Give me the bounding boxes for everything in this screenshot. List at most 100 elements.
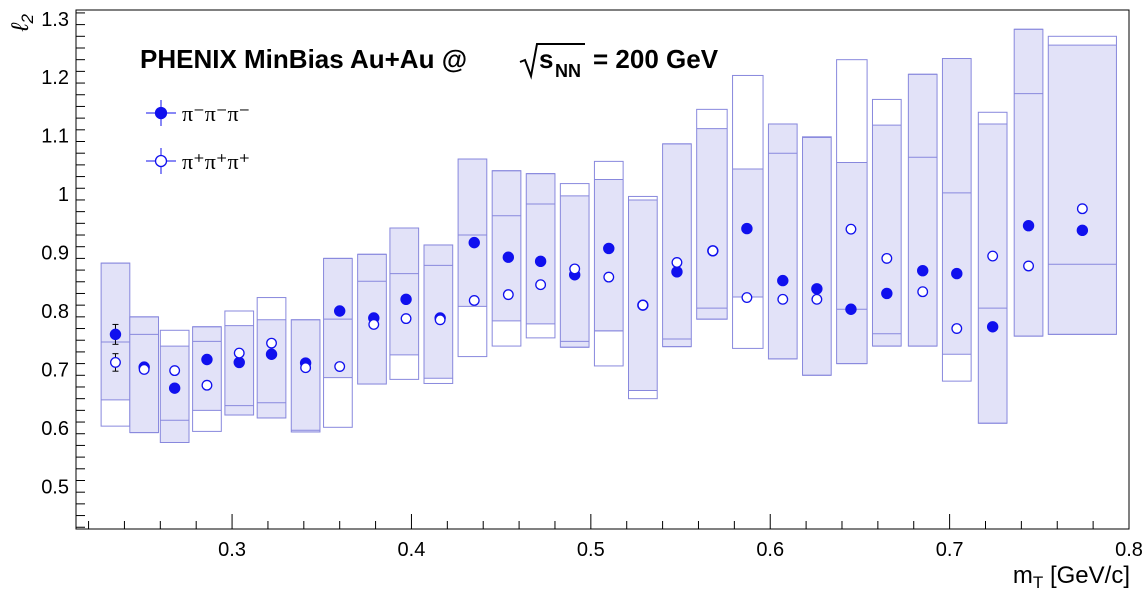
data-point-pi-plus xyxy=(637,299,649,311)
legend-marker-filled xyxy=(154,106,168,120)
data-point-pi-plus xyxy=(951,323,963,334)
y-tick-label: 0.7 xyxy=(41,359,69,381)
x-axis-title-sub: T xyxy=(1033,573,1043,591)
data-point-pi-plus xyxy=(400,313,412,325)
data-point-pi-minus xyxy=(951,267,963,280)
data-point-pi-plus xyxy=(707,245,719,257)
x-tick-label: 0.7 xyxy=(936,539,964,561)
sqrt-snn-symbol: s NN xyxy=(519,43,585,81)
sys-box-fill xyxy=(1048,45,1117,335)
y-axis-title: ℓ2 xyxy=(7,13,37,32)
sys-box-fill xyxy=(224,325,254,416)
sys-box-fill xyxy=(696,128,728,320)
data-point-pi-minus xyxy=(811,283,823,295)
x-axis-title-base: m xyxy=(1013,562,1033,589)
data-point-pi-plus xyxy=(169,365,181,377)
sys-box-fill xyxy=(802,137,832,376)
title-suffix: = 200 GeV xyxy=(593,44,719,74)
data-point-pi-plus xyxy=(569,263,581,275)
x-tick-label: 0.5 xyxy=(577,539,605,561)
x-tick-label: 0.6 xyxy=(756,539,784,561)
data-point-pi-plus xyxy=(1023,260,1034,272)
data-point-pi-minus xyxy=(168,382,181,394)
sys-box-fill xyxy=(662,143,692,347)
data-point-pi-plus xyxy=(233,347,245,359)
y-tick-label: 1.3 xyxy=(41,9,69,31)
data-point-pi-minus xyxy=(502,251,515,263)
y-tick-label: 1.2 xyxy=(41,67,69,89)
data-point-pi-minus xyxy=(1076,224,1089,237)
y-tick-label: 0.8 xyxy=(41,301,69,323)
data-point-pi-minus xyxy=(986,321,999,333)
x-tick-label: 0.4 xyxy=(398,539,426,561)
sys-box-outline xyxy=(593,160,624,367)
y-tick-label: 1.1 xyxy=(41,126,69,148)
data-point-pi-plus xyxy=(881,252,893,264)
sys-box-fill xyxy=(872,125,902,347)
chart-title: PHENIX MinBias Au+Au @ xyxy=(140,44,467,74)
sys-box-fill xyxy=(323,258,353,378)
data-point-pi-plus xyxy=(777,293,789,305)
data-points xyxy=(109,203,1089,394)
x-axis-title: mT [GeV/c] xyxy=(1013,562,1130,591)
x-tick-label: 0.3 xyxy=(218,539,246,561)
data-point-pi-minus xyxy=(233,356,245,369)
sys-box-fill xyxy=(594,179,624,331)
sys-box-fill xyxy=(526,173,555,324)
data-point-pi-plus xyxy=(603,271,615,283)
data-point-pi-plus xyxy=(535,279,547,291)
sys-box-fill xyxy=(942,58,972,355)
sqrt-sign xyxy=(519,43,585,80)
data-point-pi-plus xyxy=(502,289,514,301)
data-point-pi-plus xyxy=(266,337,277,349)
x-axis: 0.3 0.4 0.5 0.6 0.7 0.8 xyxy=(88,514,1143,561)
data-point-pi-plus xyxy=(138,363,150,375)
sys-box-fill xyxy=(291,319,320,432)
sys-box-outline xyxy=(628,195,658,400)
data-point-pi-plus xyxy=(368,318,380,330)
x-axis-title-rest: [GeV/c] xyxy=(1043,562,1130,589)
data-point-pi-plus xyxy=(201,379,213,391)
data-point-pi-plus xyxy=(300,362,312,374)
sys-box-fill xyxy=(458,159,487,307)
systematic-error-boxes xyxy=(100,28,1117,443)
data-point-pi-minus xyxy=(201,353,213,366)
y-axis-title-base: ℓ xyxy=(7,22,34,32)
sys-box-fill xyxy=(978,123,1008,424)
sys-box-fill xyxy=(1014,29,1043,337)
data-point-pi-plus xyxy=(671,257,683,268)
sys-box-fill xyxy=(768,123,798,359)
data-point-pi-minus xyxy=(881,287,893,300)
y-tick-label: 0.9 xyxy=(41,243,69,265)
data-point-pi-minus xyxy=(468,236,480,249)
data-point-pi-plus xyxy=(334,361,346,372)
x-tick-label: 0.8 xyxy=(1115,539,1143,561)
sys-box-fill xyxy=(628,199,658,391)
data-point-pi-plus xyxy=(1076,203,1088,215)
data-point-pi-minus xyxy=(534,255,547,268)
sys-box-fill xyxy=(424,244,453,379)
sqrt-subscript: NN xyxy=(555,61,581,81)
data-point-pi-minus xyxy=(917,264,929,277)
y-tick-label: 0.5 xyxy=(41,476,69,498)
sys-box-fill xyxy=(389,228,419,355)
data-point-pi-minus xyxy=(845,303,857,315)
sys-box-fill xyxy=(160,346,190,443)
plot-frame xyxy=(75,9,1130,530)
data-point-pi-plus xyxy=(468,295,480,306)
y-axis-title-sub: 2 xyxy=(18,13,37,24)
data-point-pi-plus xyxy=(110,356,121,368)
data-point-pi-plus xyxy=(434,314,446,326)
data-point-pi-plus xyxy=(741,292,753,304)
legend-marker-open xyxy=(154,154,168,168)
sys-box-outline xyxy=(732,74,764,349)
data-point-pi-minus xyxy=(1022,219,1035,232)
data-point-pi-plus xyxy=(811,293,823,305)
data-point-pi-minus xyxy=(671,266,683,278)
sqrt-base: s xyxy=(539,44,553,74)
sys-box-fill xyxy=(908,74,938,347)
data-point-pi-plus xyxy=(845,223,857,235)
y-tick-label: 1 xyxy=(58,184,69,206)
y-axis: 0.5 0.6 0.7 0.8 0.9 1 1.1 1.2 1.3 xyxy=(41,9,85,528)
y-tick-label: 0.6 xyxy=(41,418,69,440)
